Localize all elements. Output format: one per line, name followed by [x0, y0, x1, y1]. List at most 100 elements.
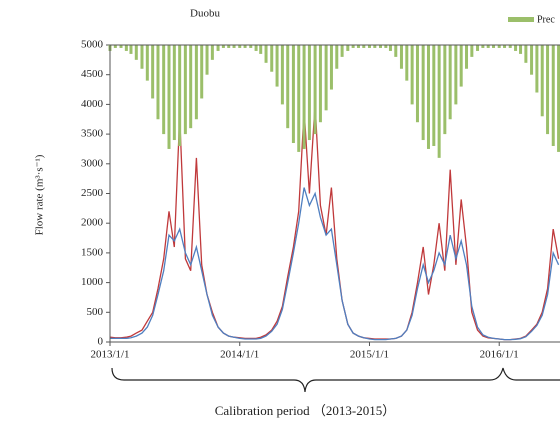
precip-bar: [178, 45, 182, 146]
precip-bar: [259, 45, 263, 54]
precip-bar: [140, 45, 144, 69]
precip-bar: [470, 45, 474, 57]
precip-bar: [410, 45, 414, 105]
precip-bar: [286, 45, 290, 129]
x-tick-label: 2015/1/1: [350, 349, 389, 361]
precip-bar: [465, 45, 469, 69]
precip-bar: [508, 45, 512, 48]
precip-bar: [254, 45, 258, 51]
y-tick-label: 4500: [81, 68, 104, 80]
precip-bar: [113, 45, 117, 48]
precip-bar: [313, 45, 317, 135]
precip-bar: [216, 45, 220, 51]
precip-bar: [481, 45, 485, 48]
precip-bar: [227, 45, 231, 48]
precip-bar: [362, 45, 366, 48]
precip-bar: [335, 45, 339, 69]
x-tick-label: 2013/1/1: [90, 349, 129, 361]
precip-bar: [324, 45, 328, 111]
precip-bar: [134, 45, 138, 60]
precip-bar: [172, 45, 176, 141]
precip-bar: [373, 45, 377, 48]
precip-bar: [388, 45, 392, 51]
precip-bar: [167, 45, 171, 149]
chart-title: Duobu: [190, 8, 220, 20]
y-tick-label: 3000: [81, 157, 104, 169]
precip-bar: [243, 45, 247, 48]
precip-bar: [399, 45, 403, 69]
precip-bar: [200, 45, 204, 99]
flow-line: [110, 187, 560, 341]
precip-bar: [551, 45, 555, 146]
period-label: Calibration period （2013-2015）: [215, 403, 396, 418]
x-tick-label: 2016/1/1: [480, 349, 519, 361]
x-tick-label: 2014/1/1: [220, 349, 259, 361]
y-tick-label: 5000: [81, 39, 104, 51]
precip-bar: [307, 45, 311, 141]
precip-bar: [238, 45, 242, 48]
precip-bar: [291, 45, 295, 144]
precip-bar: [124, 45, 128, 51]
precip-bar: [454, 45, 458, 105]
y-tick-label: 2000: [81, 217, 104, 229]
precip-bar: [356, 45, 360, 48]
precip-bar: [530, 45, 534, 75]
precip-bar: [210, 45, 214, 60]
precip-bar: [346, 45, 350, 51]
precip-bar: [448, 45, 452, 120]
precip-bar: [524, 45, 528, 63]
precip-bar: [415, 45, 419, 123]
flow-line: [109, 104, 560, 341]
precip-bar: [162, 45, 166, 135]
precip-bar: [503, 45, 507, 48]
precip-bar: [302, 45, 306, 149]
y-tick-label: 500: [87, 306, 104, 318]
precip-bar: [232, 45, 236, 48]
precip-bar: [275, 45, 279, 87]
precip-bar: [421, 45, 425, 141]
precip-bar: [340, 45, 344, 57]
precip-bar: [318, 45, 322, 123]
y-tick-label: 1000: [81, 276, 104, 288]
precip-bar: [432, 45, 436, 146]
precip-bar: [151, 45, 155, 99]
precip-bar: [297, 45, 301, 152]
y-tick-label: 3500: [81, 128, 104, 140]
precip-bar: [119, 45, 123, 48]
precip-bar: [497, 45, 501, 48]
precip-bar: [492, 45, 496, 48]
precip-bar: [183, 45, 187, 135]
precip-bar: [426, 45, 430, 149]
period-bracket: [111, 367, 560, 393]
y-tick-label: 4000: [81, 98, 104, 110]
y-tick-label: 1500: [81, 246, 104, 258]
precip-bar: [270, 45, 274, 72]
precip-bar: [194, 45, 198, 120]
precip-bar: [394, 45, 398, 57]
precip-bar: [546, 45, 550, 135]
precip-bar: [367, 45, 371, 48]
precip-bar: [264, 45, 268, 63]
precip-bar: [443, 45, 447, 135]
precip-bar: [486, 45, 490, 48]
y-tick-label: 0: [98, 336, 104, 348]
legend-swatch: [508, 17, 534, 22]
precip-bar: [329, 45, 333, 90]
precip-bar: [145, 45, 149, 81]
precip-bar: [437, 45, 441, 158]
precip-bar: [514, 45, 518, 51]
precip-bar: [476, 45, 480, 51]
legend-label: Prec: [537, 14, 555, 25]
precip-bar: [189, 45, 193, 129]
precip-bar: [535, 45, 539, 93]
precip-bar: [280, 45, 284, 105]
precip-bar: [384, 45, 388, 48]
precip-bar: [459, 45, 463, 87]
precip-bar: [221, 45, 225, 48]
precip-bar: [205, 45, 209, 75]
precip-bar: [156, 45, 160, 120]
precip-bar: [405, 45, 409, 81]
precip-bar: [129, 45, 133, 54]
y-axis-label: Flow rate (m³·s⁻¹): [34, 154, 46, 235]
